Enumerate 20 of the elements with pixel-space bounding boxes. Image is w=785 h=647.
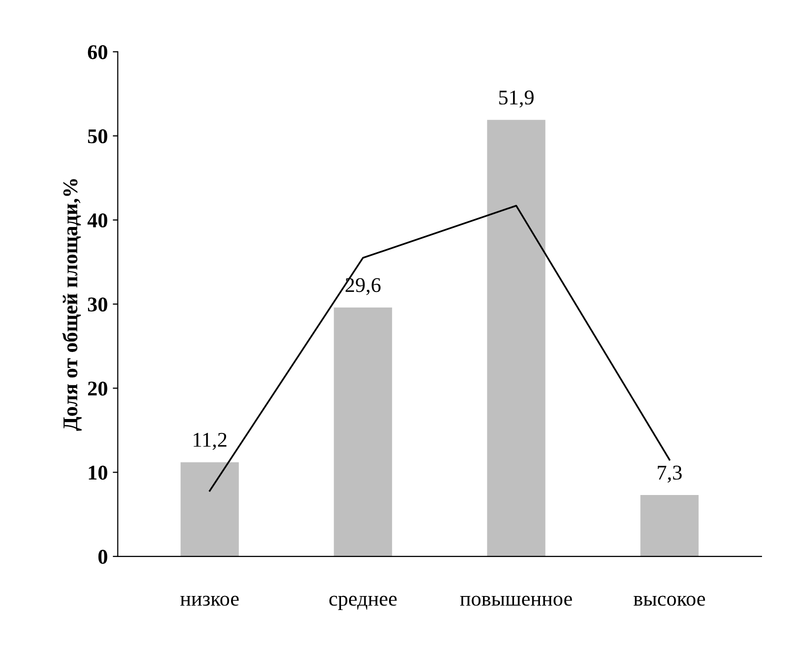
- y-tick-label: 50: [88, 129, 108, 144]
- data-label: 11,2: [194, 432, 226, 450]
- y-tick-label: 40: [87, 213, 108, 228]
- y-tick-label: 20: [88, 382, 108, 396]
- data-label: 7,3: [658, 466, 682, 483]
- x-tick-label: низкое: [180, 596, 239, 606]
- bar: [487, 120, 546, 556]
- bar: [334, 307, 392, 556]
- x-tick-label: среднее: [329, 596, 397, 610]
- bar: [640, 495, 699, 556]
- x-tick-label: повышенное: [460, 596, 572, 606]
- y-tick-label: 60: [88, 45, 108, 60]
- data-label: 29,6: [346, 278, 381, 296]
- x-tick-label: высокое: [634, 596, 706, 606]
- y-tick-label: 10: [88, 466, 108, 480]
- y-tick-label: 0: [98, 550, 108, 564]
- data-label: 51,9: [499, 90, 534, 108]
- y-axis-title: Доля от общей площади,%: [62, 179, 82, 431]
- bar: [180, 462, 239, 556]
- y-tick-label: 30: [88, 297, 108, 312]
